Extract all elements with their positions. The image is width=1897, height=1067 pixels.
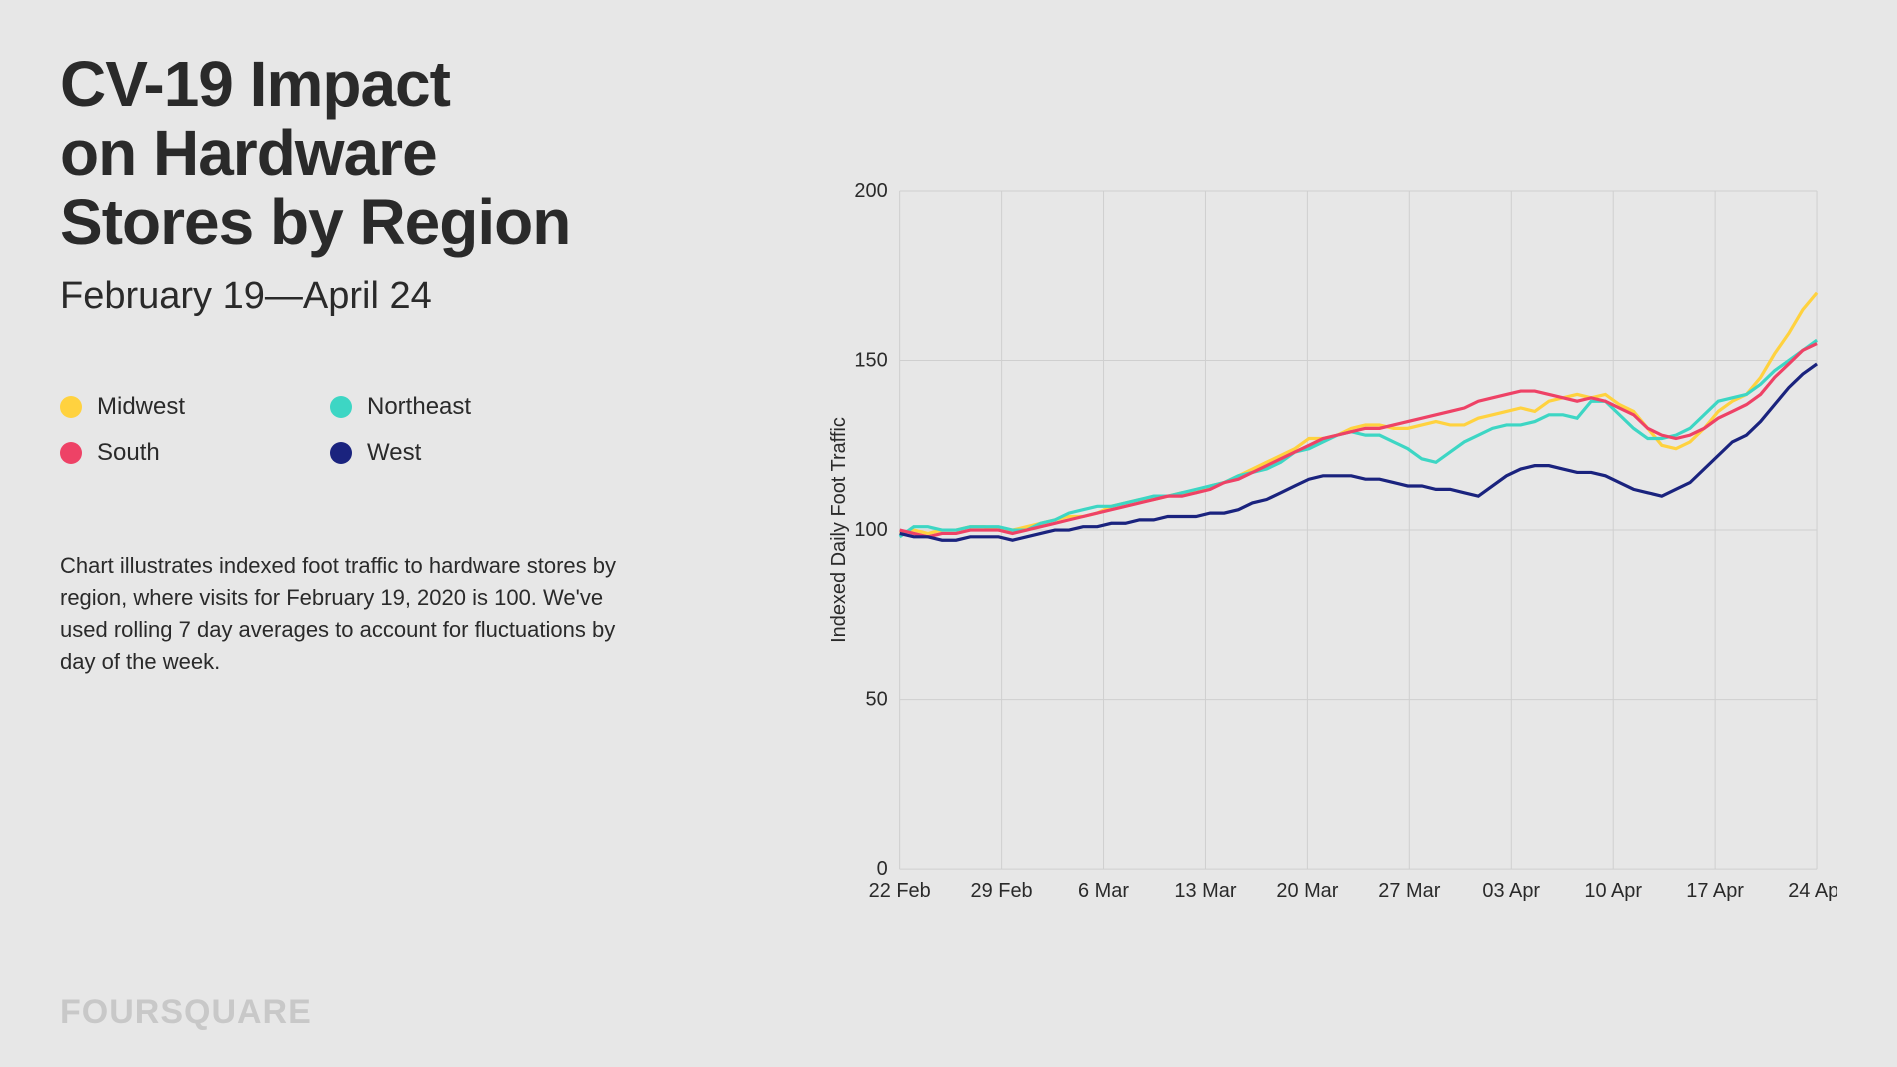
line-chart: 0 50 100 150 200 22 Feb 29 Feb 6 Mar 13 Mar 20 Ma…	[780, 170, 1837, 930]
x-tick-label: 22 Feb	[869, 880, 931, 902]
series-line	[900, 364, 1817, 540]
y-tick-label: 0	[877, 858, 888, 880]
y-tick-label: 50	[866, 689, 888, 711]
legend-label: West	[367, 439, 421, 467]
title-line-2: on Hardware	[60, 117, 437, 189]
legend-item: Northeast	[330, 393, 600, 421]
legend: Midwest Northeast South West	[60, 393, 620, 485]
infographic-container: CV-19 Impact on Hardware Stores by Regio…	[0, 0, 1897, 1067]
y-tick-label: 150	[854, 350, 887, 372]
legend-swatch	[330, 396, 352, 418]
legend-swatch	[330, 442, 352, 464]
legend-label: Northeast	[367, 393, 471, 421]
series-line	[900, 344, 1817, 537]
y-axis-label: Indexed Daily Foot Traffic	[828, 417, 850, 643]
legend-item: West	[330, 439, 600, 467]
brand-logo: FOURSQUARE	[60, 993, 312, 1032]
chart-panel: 0 50 100 150 200 22 Feb 29 Feb 6 Mar 13 Mar 20 Ma…	[780, 50, 1837, 1027]
title-line-1: CV-19 Impact	[60, 48, 450, 120]
legend-item: Midwest	[60, 393, 330, 421]
series-line	[900, 293, 1817, 534]
left-panel: CV-19 Impact on Hardware Stores by Regio…	[60, 50, 780, 1027]
x-tick-label: 27 Mar	[1378, 880, 1440, 902]
x-tick-label: 24 Apr	[1788, 880, 1837, 902]
y-tick-label: 100	[854, 519, 887, 541]
title-line-3: Stores by Region	[60, 186, 570, 258]
x-tick-label: 13 Mar	[1174, 880, 1236, 902]
legend-item: South	[60, 439, 330, 467]
chart-title: CV-19 Impact on Hardware Stores by Regio…	[60, 50, 740, 257]
x-tick-label: 29 Feb	[971, 880, 1033, 902]
x-tick-label: 10 Apr	[1584, 880, 1642, 902]
legend-label: South	[97, 439, 160, 467]
x-tick-label: 03 Apr	[1482, 880, 1540, 902]
x-tick-label: 6 Mar	[1078, 880, 1129, 902]
chart-description: Chart illustrates indexed foot traffic t…	[60, 550, 640, 678]
y-tick-label: 200	[854, 180, 887, 202]
legend-label: Midwest	[97, 393, 185, 421]
legend-swatch	[60, 396, 82, 418]
chart-subtitle: February 19—April 24	[60, 275, 740, 318]
x-tick-label: 17 Apr	[1686, 880, 1744, 902]
x-tick-label: 20 Mar	[1276, 880, 1338, 902]
legend-swatch	[60, 442, 82, 464]
